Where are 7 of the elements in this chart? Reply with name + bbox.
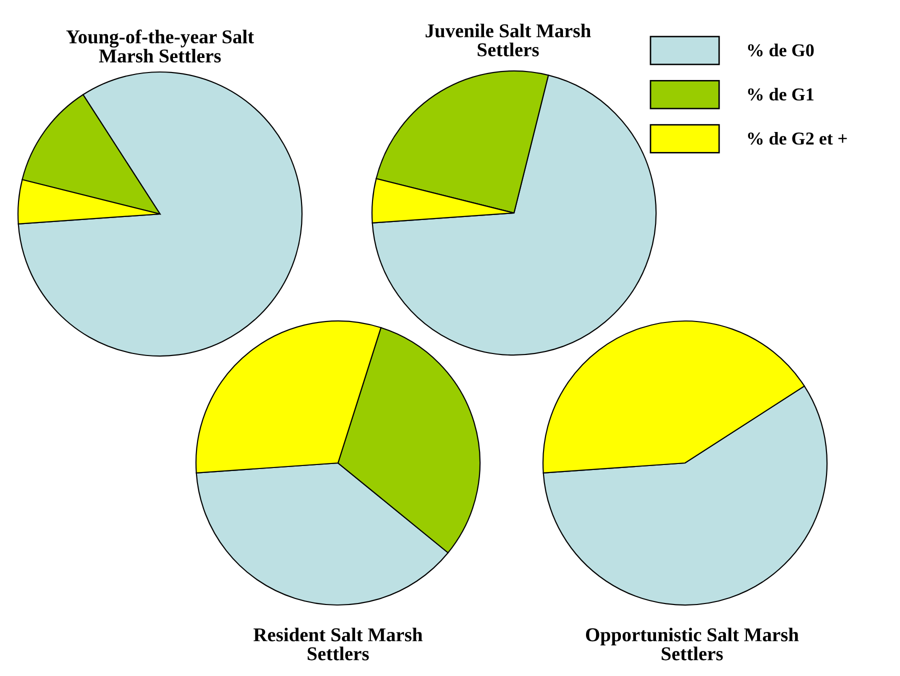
chart-title: Young-of-the-year Salt Marsh Settlers (66, 30, 254, 63)
chart-title: Juvenile Salt Marsh Settlers (426, 24, 591, 56)
text: Opportunistic Salt Marsh Settlers (586, 628, 799, 660)
text: Resident Salt Marsh Settlers (254, 628, 423, 660)
legend-label: % de G0 (748, 44, 814, 56)
legend-label: % de G1 (748, 88, 814, 101)
legend-label: % de G2 et + (748, 132, 847, 145)
